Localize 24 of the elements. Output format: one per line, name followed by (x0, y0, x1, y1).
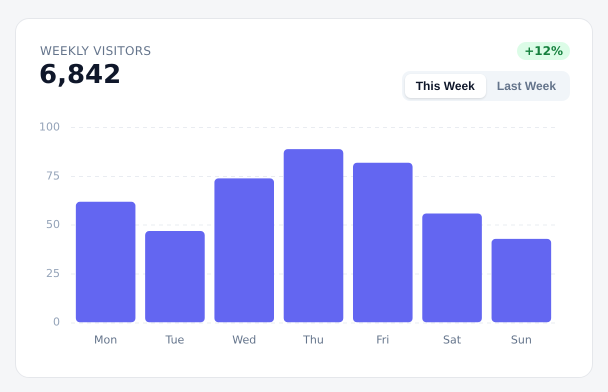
text: +12% (517, 42, 570, 60)
y-tick-label: 25 (46, 266, 60, 280)
x-tick-label: Wed (232, 333, 256, 346)
bar (214, 178, 274, 322)
chart-subtitle: 6,842 (39, 60, 122, 90)
y-tick-label: 75 (46, 169, 60, 182)
chart-title: WEEKLY VISITORS (40, 44, 152, 58)
bar (492, 238, 552, 322)
text: This Week (404, 74, 486, 98)
x-tick-label: Fri (376, 333, 390, 346)
x-tick-label: Tue (164, 333, 185, 346)
bar (422, 213, 482, 322)
y-tick-label: 100 (38, 120, 60, 134)
y-tick-label: 0 (52, 316, 60, 329)
x-tick-label: Sat (443, 333, 462, 346)
y-tick-label: 50 (46, 218, 60, 232)
x-tick-label: Mon (94, 333, 118, 346)
text: Last Week (496, 78, 557, 95)
bar (284, 149, 344, 322)
x-tick-label: Sun (510, 333, 532, 346)
bar (145, 231, 205, 322)
x-tick-label: Thu (302, 333, 324, 346)
bar (76, 202, 136, 322)
bar (352, 162, 413, 322)
